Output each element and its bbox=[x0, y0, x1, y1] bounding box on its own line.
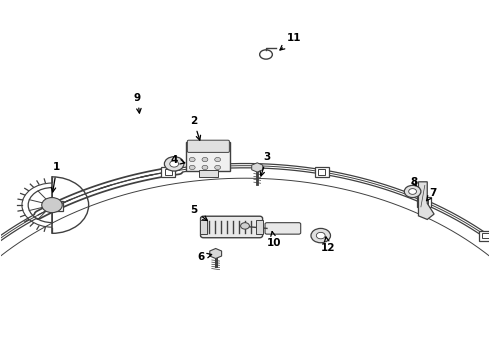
Text: 4: 4 bbox=[171, 155, 185, 165]
Circle shape bbox=[215, 165, 220, 170]
Bar bbox=[53, 203, 60, 208]
Circle shape bbox=[42, 198, 62, 213]
Circle shape bbox=[170, 161, 178, 167]
Bar bbox=[318, 169, 325, 175]
Bar bbox=[198, 170, 218, 177]
Bar bbox=[256, 220, 263, 234]
Text: 1: 1 bbox=[51, 162, 60, 192]
Text: 8: 8 bbox=[410, 177, 417, 187]
Bar bbox=[417, 197, 431, 207]
Bar bbox=[186, 142, 230, 171]
Bar bbox=[479, 231, 490, 240]
FancyBboxPatch shape bbox=[187, 140, 229, 152]
Text: 12: 12 bbox=[321, 237, 335, 253]
Circle shape bbox=[241, 223, 249, 229]
Text: 11: 11 bbox=[280, 33, 301, 50]
Text: 6: 6 bbox=[197, 252, 212, 262]
Text: 2: 2 bbox=[190, 116, 200, 140]
FancyBboxPatch shape bbox=[200, 216, 263, 238]
FancyBboxPatch shape bbox=[265, 223, 301, 234]
Polygon shape bbox=[252, 163, 263, 172]
Circle shape bbox=[215, 157, 220, 162]
Text: 7: 7 bbox=[426, 188, 437, 201]
Bar bbox=[420, 199, 428, 204]
Text: 10: 10 bbox=[267, 231, 282, 248]
Text: 5: 5 bbox=[190, 206, 207, 221]
Circle shape bbox=[317, 232, 325, 239]
Circle shape bbox=[164, 157, 184, 171]
Bar bbox=[49, 201, 63, 211]
Circle shape bbox=[189, 157, 195, 162]
Circle shape bbox=[404, 185, 421, 198]
Bar bbox=[165, 169, 172, 175]
Bar bbox=[482, 233, 490, 238]
Bar bbox=[199, 220, 207, 234]
Text: 9: 9 bbox=[134, 93, 141, 113]
Bar bbox=[161, 167, 175, 177]
Circle shape bbox=[311, 228, 331, 243]
Circle shape bbox=[202, 165, 208, 170]
Text: 3: 3 bbox=[260, 152, 270, 176]
Polygon shape bbox=[418, 182, 434, 220]
Circle shape bbox=[202, 157, 208, 162]
Bar bbox=[315, 167, 329, 177]
Polygon shape bbox=[210, 248, 221, 258]
Circle shape bbox=[189, 165, 195, 170]
Circle shape bbox=[409, 189, 416, 194]
